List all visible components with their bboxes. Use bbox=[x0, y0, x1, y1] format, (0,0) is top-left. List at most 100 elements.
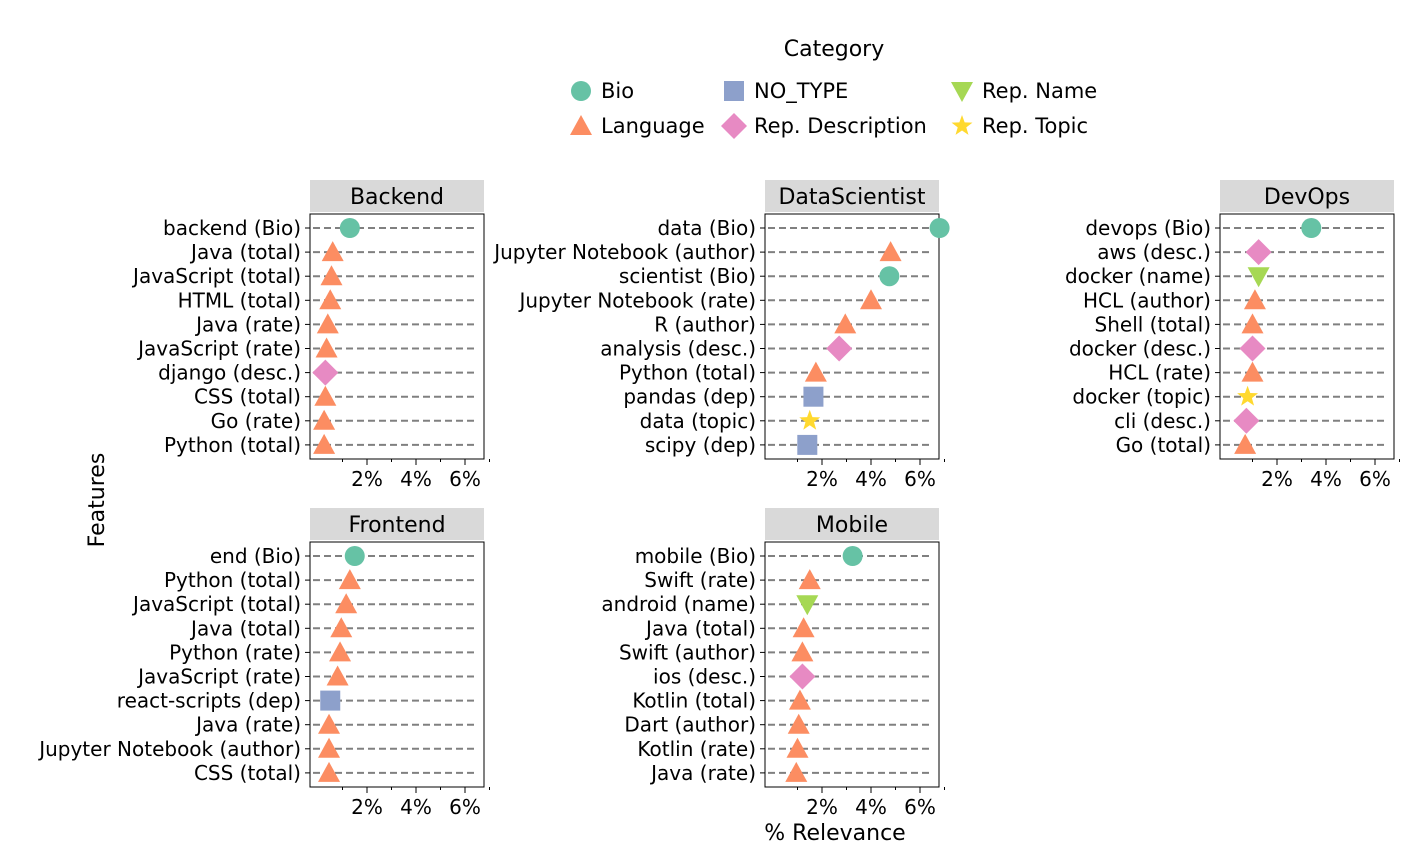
legend-marker-no_type-icon bbox=[724, 81, 744, 101]
data-point-repdesc-icon bbox=[826, 335, 853, 362]
panel-title: DevOps bbox=[1264, 185, 1350, 210]
panel-header bbox=[765, 508, 939, 540]
data-point-language-icon bbox=[879, 241, 902, 262]
feature-label: Swift (author) bbox=[619, 640, 756, 664]
feature-label: Jupyter Notebook (author) bbox=[37, 737, 301, 761]
feature-label: Go (rate) bbox=[211, 409, 301, 433]
feature-label: ios (desc.) bbox=[653, 665, 756, 689]
x-tick-label: 2% bbox=[351, 795, 383, 819]
feature-label: django (desc.) bbox=[158, 361, 301, 385]
data-point-language-icon bbox=[321, 241, 344, 262]
feature-label: Python (total) bbox=[619, 361, 756, 385]
feature-label: Python (total) bbox=[164, 433, 301, 457]
data-point-repdesc-icon bbox=[1239, 335, 1266, 362]
data-point-language-icon bbox=[785, 761, 808, 782]
legend-marker-repdesc-icon bbox=[721, 113, 747, 139]
feature-label: mobile (Bio) bbox=[635, 544, 756, 568]
data-point-language-icon bbox=[330, 617, 353, 638]
data-point-language-icon bbox=[1234, 433, 1257, 454]
panel-mobile: Mobile 2% 4% 6% mobile (Bio)Swift (rate)andr… bbox=[601, 508, 945, 819]
feature-label: R (author) bbox=[654, 312, 756, 336]
feature-label: docker (topic) bbox=[1072, 385, 1211, 409]
feature-label: HCL (author) bbox=[1083, 288, 1211, 312]
feature-label: analysis (desc.) bbox=[600, 337, 756, 361]
data-point-repname-icon bbox=[796, 595, 819, 616]
feature-label: Jupyter Notebook (rate) bbox=[517, 288, 756, 312]
data-point-language-icon bbox=[792, 617, 815, 638]
feature-label: docker (desc.) bbox=[1069, 337, 1211, 361]
panel-frame bbox=[764, 541, 940, 788]
data-point-bio-icon bbox=[879, 266, 900, 287]
data-point-language-icon bbox=[1241, 361, 1264, 382]
legend: Category Bio NO_TYPE Rep. Name Language Rep.… bbox=[570, 37, 1097, 139]
x-tick-label: 4% bbox=[1310, 467, 1342, 491]
feature-label: Go (total) bbox=[1116, 433, 1211, 457]
feature-label: cli (desc.) bbox=[1114, 409, 1211, 433]
panel-frame bbox=[309, 541, 485, 788]
data-point-language-icon bbox=[788, 689, 811, 710]
feature-label: HCL (rate) bbox=[1108, 361, 1211, 385]
legend-title: Category bbox=[784, 37, 885, 62]
data-point-language-icon bbox=[1241, 313, 1264, 334]
data-point-language-icon bbox=[313, 433, 336, 454]
data-point-language-icon bbox=[318, 713, 341, 734]
legend-label: Rep. Name bbox=[982, 79, 1097, 103]
panel-header bbox=[765, 180, 939, 212]
panel-backend: Backend 2% 4% 6% backend (Bio)Java (total) Ja… bbox=[131, 180, 490, 491]
data-point-language-icon bbox=[338, 569, 361, 590]
data-point-language-icon bbox=[313, 409, 336, 430]
data-point-language-icon bbox=[834, 313, 857, 334]
legend-marker-repname-icon bbox=[951, 82, 973, 102]
feature-label: docker (name) bbox=[1065, 264, 1211, 288]
data-point-language-icon bbox=[320, 265, 343, 286]
feature-label: Kotlin (rate) bbox=[637, 737, 756, 761]
panel-header bbox=[310, 508, 484, 540]
feature-label: JavaScript (rate) bbox=[136, 337, 301, 361]
x-tick-label: 6% bbox=[904, 795, 936, 819]
data-point-language-icon bbox=[804, 361, 827, 382]
feature-label: data (topic) bbox=[640, 409, 756, 433]
feature-label: JavaScript (rate) bbox=[136, 665, 301, 689]
feature-label: Kotlin (total) bbox=[632, 689, 756, 713]
data-point-bio-icon bbox=[339, 218, 360, 238]
data-point-language-icon bbox=[798, 569, 821, 590]
x-tick-label: 2% bbox=[351, 467, 383, 491]
feature-label: pandas (dep) bbox=[623, 385, 756, 409]
feature-label: CSS (total) bbox=[194, 385, 301, 409]
feature-label: android (name) bbox=[601, 592, 756, 616]
feature-label: aws (desc.) bbox=[1097, 240, 1211, 264]
feature-label: Java (rate) bbox=[194, 312, 301, 336]
feature-label: Java (total) bbox=[189, 240, 301, 264]
data-point-language-icon bbox=[318, 737, 341, 758]
x-tick-label: 6% bbox=[449, 467, 481, 491]
data-point-language-icon bbox=[326, 665, 349, 686]
feature-label: HTML (total) bbox=[178, 288, 301, 312]
feature-label: Dart (author) bbox=[624, 713, 756, 737]
data-point-reptopic-icon bbox=[1237, 385, 1259, 406]
feature-label: backend (Bio) bbox=[163, 216, 301, 240]
x-tick-label: 4% bbox=[400, 467, 432, 491]
panel-header bbox=[1220, 180, 1394, 212]
panel-title: Backend bbox=[350, 185, 444, 210]
legend-label: Language bbox=[601, 114, 705, 138]
data-point-language-icon bbox=[860, 289, 882, 310]
feature-label: Java (total) bbox=[644, 616, 756, 640]
data-point-language-icon bbox=[318, 761, 341, 782]
feature-label: devops (Bio) bbox=[1085, 216, 1211, 240]
data-point-bio-icon bbox=[344, 546, 365, 566]
data-point-repname-icon bbox=[1247, 267, 1270, 288]
legend-label: NO_TYPE bbox=[754, 79, 848, 104]
data-point-repdesc-icon bbox=[789, 663, 816, 690]
x-tick-label: 2% bbox=[806, 467, 838, 491]
legend-marker-reptopic-icon bbox=[951, 115, 973, 135]
feature-label: Python (rate) bbox=[169, 640, 301, 664]
x-tick-label: 6% bbox=[449, 795, 481, 819]
data-point-language-icon bbox=[786, 737, 809, 758]
panel-title: DataScientist bbox=[778, 185, 925, 210]
data-point-no_type-icon bbox=[320, 690, 341, 711]
feature-label: Python (total) bbox=[164, 568, 301, 592]
data-point-language-icon bbox=[791, 641, 814, 662]
data-point-bio-icon bbox=[842, 546, 863, 566]
